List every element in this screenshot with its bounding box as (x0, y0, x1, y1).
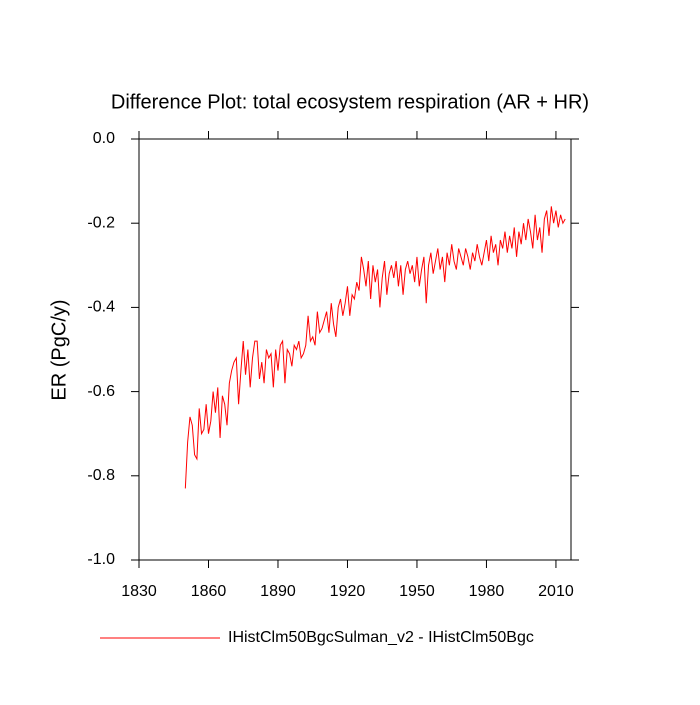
x-tick-label: 1950 (399, 583, 435, 600)
x-tick-label: 1920 (330, 583, 366, 600)
x-tick-label: 1980 (469, 583, 505, 600)
y-tick-label: -1.0 (87, 551, 115, 568)
x-tick-label: 2010 (538, 583, 574, 600)
data-line (184, 206, 566, 489)
legend-label: IHistClm50BgcSulman_v2 - IHistClm50Bgc (228, 629, 534, 646)
plot-frame (138, 138, 572, 561)
x-tick-label: 1890 (260, 583, 296, 600)
x-tick-label: 1860 (191, 583, 227, 600)
y-axis-label: ER (PgC/y) (48, 299, 70, 400)
y-tick-label: -0.8 (87, 467, 115, 484)
chart-title: Difference Plot: total ecosystem respira… (111, 91, 589, 113)
x-tick-label: 1830 (121, 583, 157, 600)
y-tick-label: -0.2 (87, 214, 115, 231)
y-tick-label: -0.6 (87, 383, 115, 400)
y-tick-label: 0.0 (93, 130, 115, 147)
y-tick-label: -0.4 (87, 299, 115, 316)
